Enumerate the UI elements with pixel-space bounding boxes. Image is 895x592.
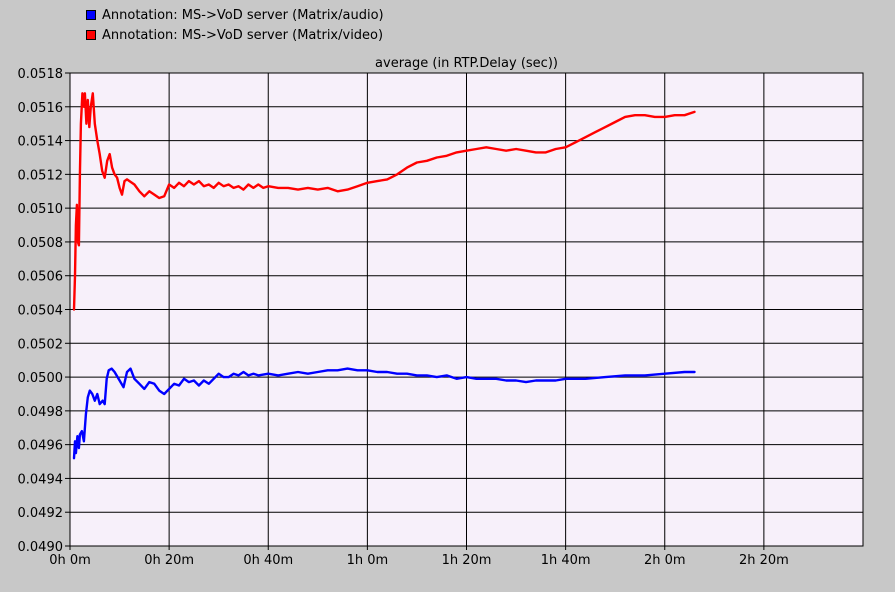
y-tick-label: 0.0512 [18,168,64,183]
x-tick-label: 1h 0m [347,553,389,568]
x-tick-label: 1h 20m [442,553,492,568]
x-tick-label: 0h 0m [49,553,91,568]
x-tick-label: 2h 0m [644,553,686,568]
y-tick-label: 0.0518 [18,67,64,82]
y-tick-label: 0.0494 [18,472,64,487]
y-tick-label: 0.0506 [18,270,64,285]
x-tick-label: 0h 20m [144,553,194,568]
series-line-audio [72,367,696,460]
legend-swatch-audio [86,10,96,20]
x-tick-label: 2h 20m [739,553,789,568]
y-tick-label: 0.0504 [18,304,64,319]
y-tick-label: 0.0502 [18,337,64,352]
y-tick-label: 0.0514 [18,135,64,150]
x-tick-label: 1h 40m [541,553,591,568]
y-tick-label: 0.0490 [18,540,64,555]
y-tick-label: 0.0500 [18,371,64,386]
legend-label-video: Annotation: MS->VoD server (Matrix/video… [102,27,384,43]
x-tick-label: 0h 40m [243,553,293,568]
axes: 0.0518 0.0516 0.0514 0.0512 0.0510 0.0508 0.05… [18,67,864,568]
series-layer [72,92,696,460]
legend-item-audio[interactable]: Annotation: MS->VoD server (Matrix/audio… [86,5,384,25]
plot-border [69,72,864,547]
legend: Annotation: MS->VoD server (Matrix/audio… [86,5,384,45]
y-tick-label: 0.0516 [18,101,64,116]
y-tick-label: 0.0498 [18,405,64,420]
legend-swatch-video [86,30,96,40]
chart-title: average (in RTP.Delay (sec)) [375,56,558,71]
series-line-video [72,92,696,311]
y-tick-label: 0.0508 [18,236,64,251]
legend-item-video[interactable]: Annotation: MS->VoD server (Matrix/video… [86,25,384,45]
y-tick-label: 0.0510 [18,202,64,217]
y-tick-label: 0.0496 [18,439,64,454]
legend-label-audio: Annotation: MS->VoD server (Matrix/audio… [102,7,384,23]
y-tick-label: 0.0492 [18,506,64,521]
